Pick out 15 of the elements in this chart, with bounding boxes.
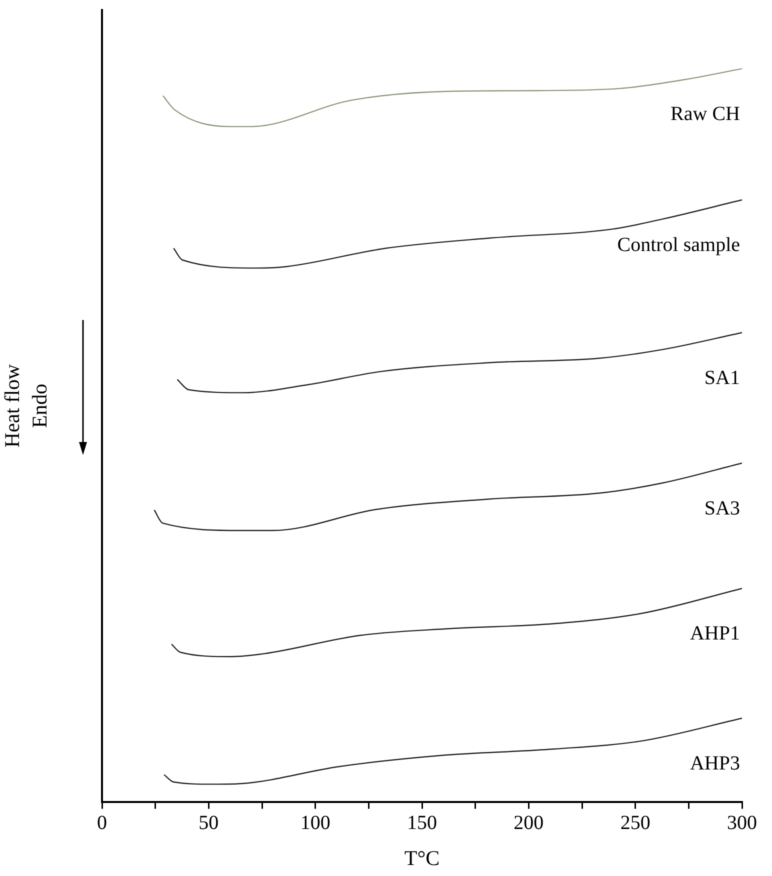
y-axis-title: Heat flow Endo bbox=[0, 363, 52, 448]
x-tick-label: 300 bbox=[727, 812, 757, 834]
series-label: Control sample bbox=[617, 234, 740, 256]
series-label: AHP1 bbox=[690, 622, 740, 645]
x-tick-label: 150 bbox=[407, 812, 437, 834]
x-tick-label: 250 bbox=[620, 812, 650, 834]
series-label: AHP3 bbox=[690, 752, 740, 774]
x-tick-label: 0 bbox=[97, 812, 107, 834]
series-label: SA3 bbox=[704, 497, 740, 520]
x-tick-label: 200 bbox=[514, 812, 544, 834]
x-tick-label: 100 bbox=[300, 812, 330, 834]
series-label: Raw CH bbox=[670, 102, 740, 125]
series-label: SA1 bbox=[704, 366, 740, 389]
x-axis-title: T°C bbox=[404, 846, 440, 870]
x-tick-label: 50 bbox=[198, 812, 219, 834]
